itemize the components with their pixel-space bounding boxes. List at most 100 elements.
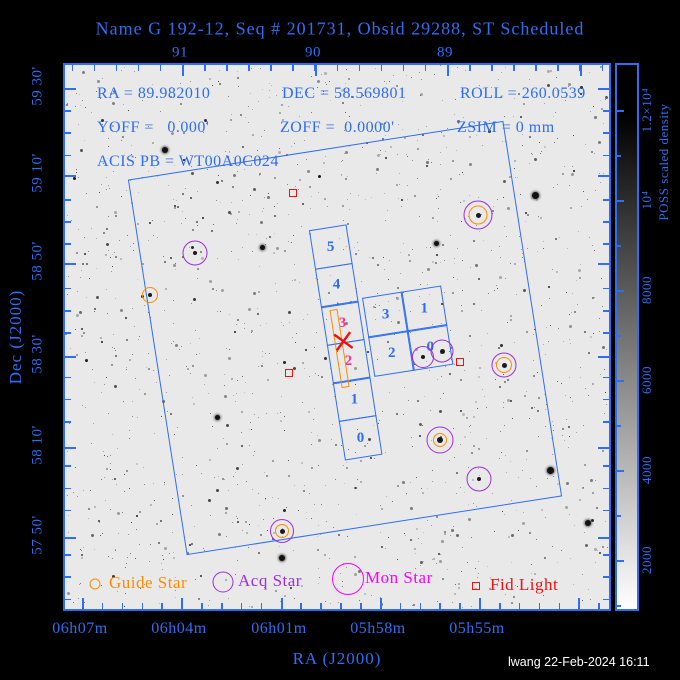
speckle	[195, 578, 197, 580]
speckle	[253, 454, 255, 456]
speckle	[336, 302, 338, 304]
speckle	[164, 309, 166, 311]
speckle	[459, 202, 461, 204]
speckle	[347, 223, 350, 226]
speckle	[401, 129, 403, 131]
speckle	[181, 456, 183, 458]
speckle	[85, 358, 89, 362]
speckle	[538, 215, 540, 217]
speckle	[67, 495, 69, 497]
speckle	[293, 367, 297, 371]
speckle	[577, 304, 579, 306]
speckle	[237, 517, 239, 519]
speckle	[232, 157, 234, 159]
speckle	[220, 201, 222, 203]
speckle	[366, 312, 368, 314]
speckle	[553, 116, 555, 118]
speckle	[569, 513, 571, 515]
aimpoint-x-marker	[333, 330, 354, 351]
speckle	[292, 549, 294, 551]
speckle	[581, 486, 584, 489]
speckle	[110, 455, 112, 457]
speckle	[314, 504, 316, 506]
speckle	[311, 432, 313, 434]
speckle	[82, 100, 84, 102]
speckle	[321, 307, 323, 309]
speckle	[213, 476, 215, 478]
speckle	[276, 363, 278, 365]
speckle	[257, 313, 260, 316]
speckle	[211, 85, 213, 87]
speckle	[346, 91, 348, 93]
speckle	[120, 257, 123, 260]
speckle	[425, 126, 427, 128]
speckle	[80, 583, 82, 585]
speckle	[225, 347, 227, 349]
speckle	[534, 158, 538, 162]
speckle	[101, 392, 103, 394]
speckle	[518, 530, 520, 532]
speckle	[565, 394, 567, 396]
tick-mark	[65, 154, 71, 157]
speckle	[103, 454, 105, 456]
speckle	[294, 342, 296, 344]
speckle	[252, 188, 256, 192]
speckle	[311, 196, 313, 198]
tick-mark	[121, 603, 124, 609]
speckle	[147, 239, 149, 241]
speckle	[221, 179, 224, 182]
speckle	[500, 95, 503, 98]
speckle	[492, 209, 495, 212]
speckle	[480, 309, 482, 311]
speckle	[502, 406, 504, 408]
speckle	[101, 533, 103, 535]
speckle	[107, 158, 109, 160]
speckle	[549, 70, 552, 73]
speckle	[149, 543, 151, 545]
speckle	[421, 488, 423, 490]
speckle	[251, 606, 254, 609]
speckle	[347, 535, 349, 537]
speckle	[82, 404, 84, 406]
tick-mark	[601, 65, 604, 71]
speckle	[526, 330, 529, 333]
speckle	[477, 277, 480, 280]
speckle	[81, 71, 85, 75]
speckle	[317, 524, 319, 526]
tick-mark	[598, 356, 609, 358]
speckle	[102, 451, 104, 453]
speckle	[521, 521, 525, 525]
speckle	[579, 264, 581, 266]
speckle	[148, 368, 151, 371]
speckle	[196, 277, 198, 279]
speckle	[271, 496, 273, 498]
speckle	[429, 409, 431, 411]
speckle	[526, 390, 528, 392]
speckle	[259, 172, 262, 175]
speckle	[341, 89, 345, 93]
speckle	[360, 481, 363, 484]
speckle	[232, 174, 236, 178]
speckle	[209, 280, 213, 284]
speckle	[283, 429, 285, 431]
speckle	[598, 172, 600, 174]
speckle	[191, 171, 195, 175]
speckle	[582, 424, 584, 426]
speckle	[296, 163, 298, 165]
speckle	[510, 400, 513, 403]
speckle	[189, 80, 191, 82]
speckle	[384, 268, 386, 270]
speckle	[215, 488, 219, 492]
tick-mark	[300, 603, 302, 609]
speckle	[531, 564, 533, 566]
speckle	[284, 250, 287, 253]
speckle	[111, 574, 115, 578]
speckle	[505, 594, 507, 596]
speckle	[290, 587, 293, 590]
speckle	[324, 82, 326, 84]
speckle	[516, 293, 518, 295]
speckle	[114, 355, 117, 358]
speckle	[92, 422, 94, 424]
tick-mark	[65, 132, 71, 134]
speckle	[505, 236, 507, 238]
